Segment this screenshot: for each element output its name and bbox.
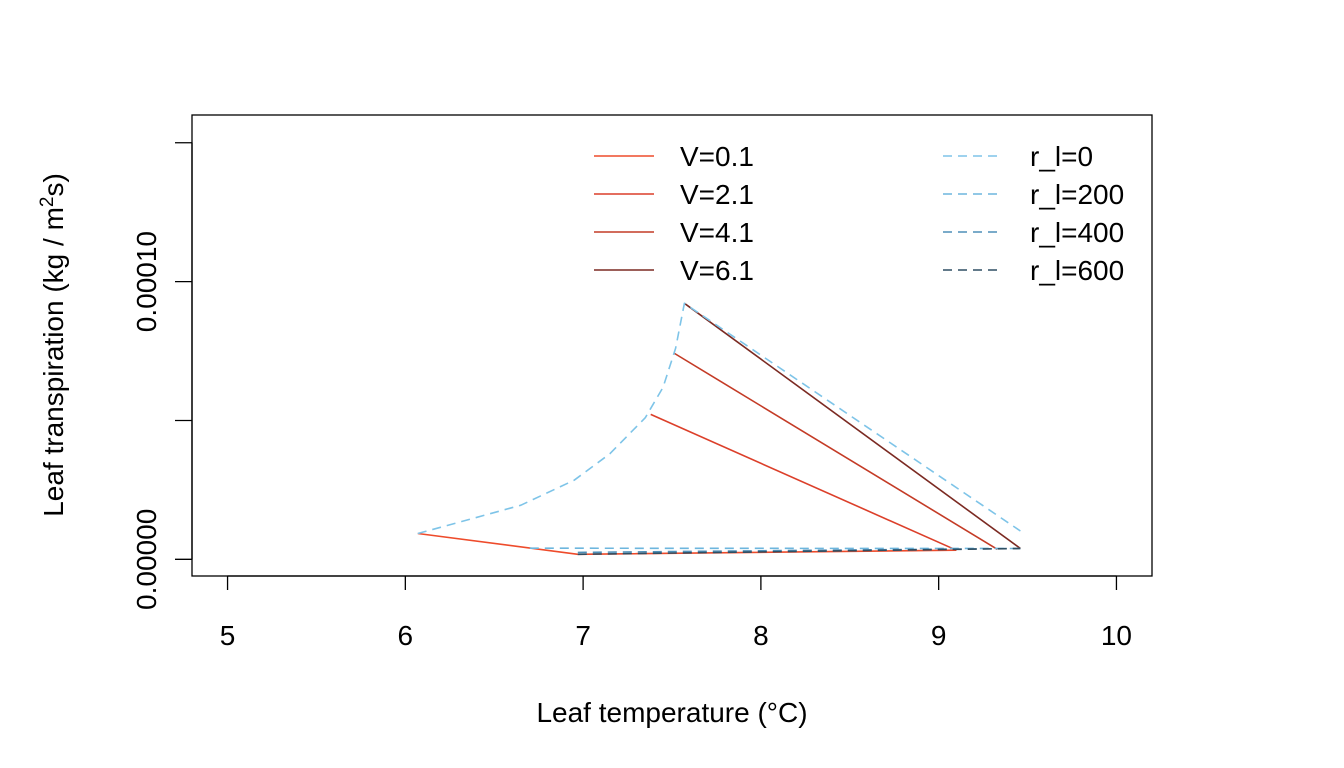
- y-axis-label-main: Leaf transpiration (kg / m: [38, 207, 69, 517]
- legend-label: r_l=200: [1030, 179, 1124, 210]
- x-tick-label: 8: [753, 620, 769, 651]
- x-tick-label: 10: [1101, 620, 1132, 651]
- legend-label: r_l=600: [1030, 255, 1124, 286]
- y-tick-label: 0.00010: [131, 231, 162, 332]
- series-line-v-2-1: [650, 413, 957, 551]
- y-axis-label-end: s): [38, 173, 69, 196]
- y-tick-label: 0.00000: [131, 509, 162, 610]
- series-line-v-6-1: [683, 302, 1021, 550]
- series-line-r-l-600: [577, 547, 1021, 556]
- series-line-r-l-0: [417, 302, 1021, 535]
- x-tick-label: 7: [575, 620, 591, 651]
- x-tick-label: 9: [931, 620, 947, 651]
- legend-label: r_l=400: [1030, 217, 1124, 248]
- legend: V=0.1 V=2.1 V=4.1 V=6.1 r_l=0 r_l=200 r_l=400r…: [594, 141, 1124, 286]
- legend-label: V=0.1: [680, 141, 754, 172]
- y-axis: 0.00000 0.00010: [131, 142, 193, 610]
- x-tick-label: 6: [398, 620, 414, 651]
- legend-label: r_l=0: [1030, 141, 1093, 172]
- x-axis: 5 6 7 8 9 10: [220, 575, 1132, 651]
- plot-frame: [191, 114, 1153, 577]
- y-axis-label: Leaf transpiration (kg / m2s): [37, 173, 70, 517]
- series-line-v-4-1: [673, 352, 998, 550]
- x-axis-label: Leaf temperature (°C): [536, 697, 807, 728]
- legend-label: V=4.1: [680, 217, 754, 248]
- series-layer: [417, 302, 1021, 556]
- legend-label: V=2.1: [680, 179, 754, 210]
- legend-label: V=6.1: [680, 255, 754, 286]
- y-axis-label-sup: 2: [37, 197, 58, 208]
- x-tick-label: 5: [220, 620, 236, 651]
